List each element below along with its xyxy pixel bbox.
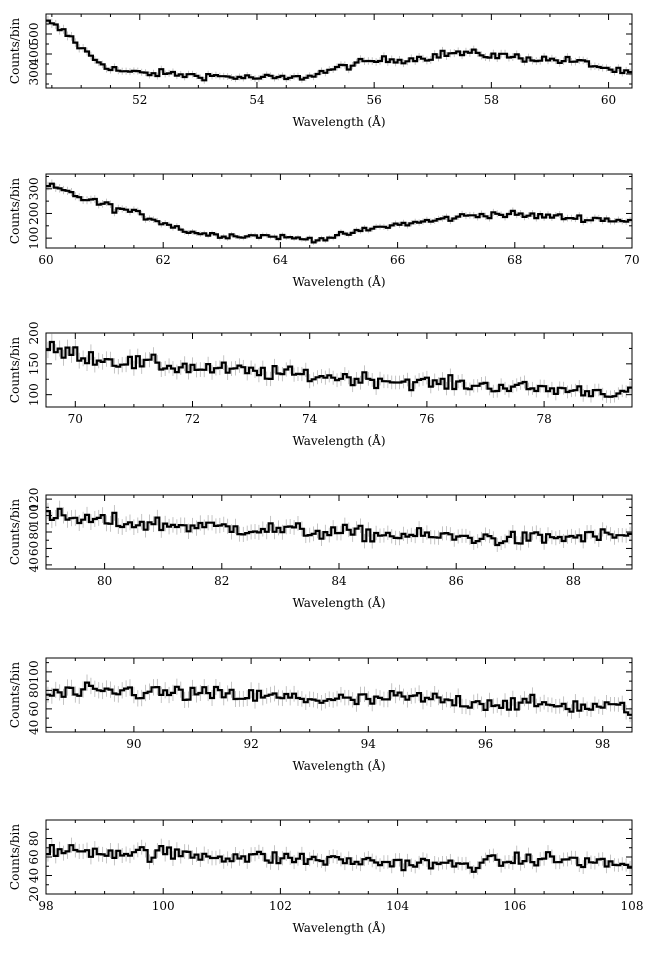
x-tick-label: 68 [507, 253, 522, 267]
y-tick-label: 40 [27, 557, 41, 572]
spectrum-histogram [46, 340, 632, 398]
y-tick-label: 40 [27, 720, 41, 735]
y-tick-label: 500 [27, 23, 41, 46]
y-axis-label: Counts/bin [8, 18, 22, 84]
x-tick-label: 70 [68, 412, 83, 426]
panel-3: 70 72 74 76 78 100 150 200 Wavelength (Å) Counts/… [8, 322, 633, 448]
spectrum-histogram [46, 19, 632, 82]
x-tick-label: 92 [243, 737, 258, 751]
x-tick-label: 96 [478, 737, 493, 751]
x-tick-label: 60 [601, 93, 616, 107]
x-tick-label: 60 [38, 253, 53, 267]
x-axis-label: Wavelength (Å) [292, 114, 385, 129]
x-tick-label: 64 [273, 253, 289, 267]
y-tick-label: 60 [27, 541, 41, 556]
error-bars [47, 15, 631, 84]
x-tick-label: 78 [536, 412, 551, 426]
x-tick-label: 90 [126, 737, 141, 751]
spectrum-histogram [46, 507, 632, 547]
y-tick-label: 80 [27, 683, 41, 698]
y-tick-label: 100 [27, 383, 41, 406]
x-tick-label: 80 [97, 574, 112, 588]
y-tick-label: 60 [27, 701, 41, 716]
y-tick-label: 300 [27, 177, 41, 200]
x-axis-label: Wavelength (Å) [292, 433, 385, 448]
x-tick-label: 106 [503, 899, 526, 913]
y-tick-label: 80 [27, 831, 41, 846]
x-tick-label: 72 [185, 412, 200, 426]
x-tick-label: 58 [484, 93, 499, 107]
x-tick-label: 54 [249, 93, 265, 107]
x-tick-label: 84 [331, 574, 347, 588]
x-tick-label: 74 [302, 412, 318, 426]
x-axis-label: Wavelength (Å) [292, 920, 385, 935]
y-tick-label: 100 [27, 227, 41, 250]
y-tick-label: 100 [27, 504, 41, 527]
x-tick-label: 66 [390, 253, 405, 267]
x-tick-label: 102 [269, 899, 292, 913]
y-axis-label: Counts/bin [8, 662, 22, 728]
x-tick-label: 100 [152, 899, 175, 913]
x-tick-label: 88 [566, 574, 581, 588]
x-axis-label: Wavelength (Å) [292, 758, 385, 773]
x-tick-label: 76 [419, 412, 434, 426]
y-tick-label: 300 [27, 63, 41, 86]
y-tick-label: 200 [27, 322, 41, 345]
x-tick-label: 98 [38, 899, 53, 913]
x-tick-label: 104 [386, 899, 409, 913]
x-tick-label: 56 [367, 93, 382, 107]
x-tick-label: 62 [156, 253, 171, 267]
x-tick-label: 94 [361, 737, 377, 751]
spectrum-histogram [46, 182, 632, 244]
axes-frame [45, 13, 633, 89]
y-axis-label: Counts/bin [8, 178, 22, 244]
x-tick-label: 86 [449, 574, 464, 588]
y-tick-label: 200 [27, 202, 41, 225]
x-tick-label: 98 [595, 737, 610, 751]
y-tick-label: 400 [27, 43, 41, 66]
spectrum-histogram [46, 681, 632, 716]
x-axis-label: Wavelength (Å) [292, 274, 385, 289]
y-tick-label: 100 [27, 660, 41, 683]
x-tick-label: 70 [624, 253, 639, 267]
y-axis-label: Counts/bin [8, 499, 22, 565]
y-tick-label: 60 [27, 849, 41, 864]
y-axis-label: Counts/bin [8, 824, 22, 890]
y-tick-label: 40 [27, 868, 41, 883]
y-tick-label: 120 [27, 488, 41, 511]
y-tick-label: 80 [27, 524, 41, 539]
panel-2: 60 62 64 66 68 70 100 200 300 Wavelength (Å) Count… [8, 173, 640, 289]
y-tick-label: 150 [27, 352, 41, 375]
x-tick-label: 108 [621, 899, 644, 913]
x-tick-label: 52 [132, 93, 147, 107]
x-tick-label: 82 [214, 574, 229, 588]
y-tick-label: 20 [27, 886, 41, 901]
panel-6: 98 100 102 104 106 108 20 40 60 80 Wavelength (Å) C… [8, 819, 644, 935]
spectrum-histogram [46, 844, 632, 873]
x-axis-label: Wavelength (Å) [292, 595, 385, 610]
y-axis-label: Counts/bin [8, 337, 22, 403]
